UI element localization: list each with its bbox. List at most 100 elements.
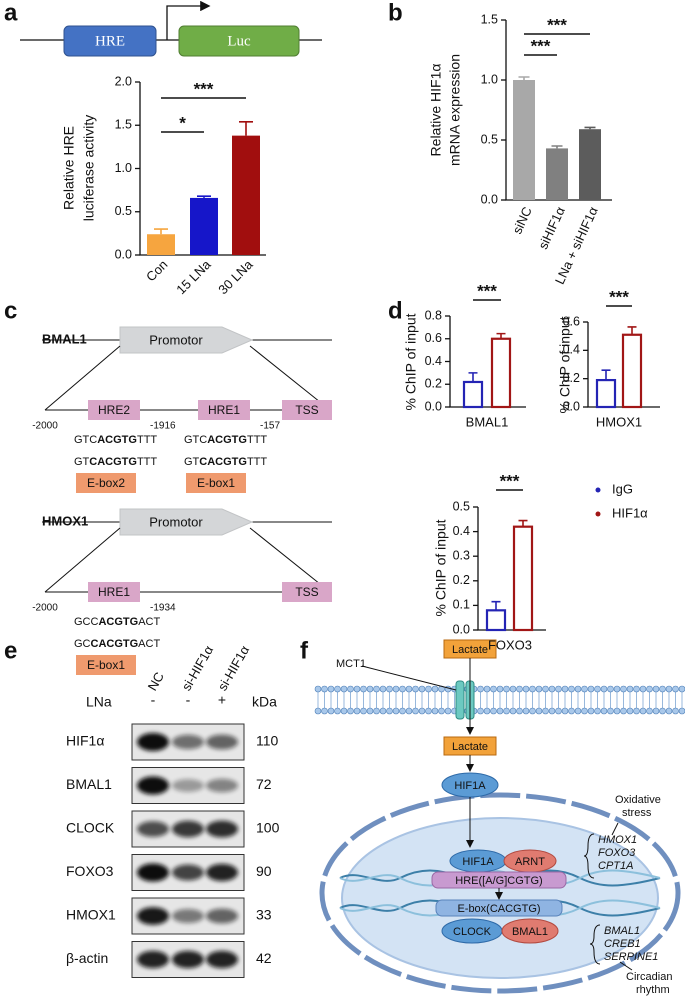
lipid-head <box>360 707 367 715</box>
lipid-head <box>516 707 523 715</box>
y-tick-label: 1.0 <box>115 161 132 175</box>
treatment-label: LNa <box>86 694 112 710</box>
pointer <box>361 665 457 691</box>
y-tick-label: 0.0 <box>563 399 580 413</box>
lipid-head <box>373 707 380 715</box>
lipid-head <box>431 707 439 715</box>
line <box>44 345 121 411</box>
promotor-label: Promotor <box>149 332 203 347</box>
unit-label: kDa <box>252 694 277 710</box>
error-bar <box>197 195 211 198</box>
bmal1-label: BMAL1 <box>512 926 548 938</box>
band <box>137 863 169 882</box>
gene: BMAL1 <box>604 925 640 937</box>
lipid-head <box>665 685 673 693</box>
lipid-head <box>516 685 523 693</box>
tss-arrow <box>166 0 211 40</box>
significance-label: *** <box>500 471 520 490</box>
ebox-box <box>186 473 246 493</box>
lipid-head <box>646 685 653 693</box>
bar <box>462 380 484 409</box>
panel-label: d <box>388 297 403 324</box>
lipid-head <box>503 707 510 715</box>
sequence-part: ACGTG <box>97 434 137 446</box>
luc-box <box>178 25 300 57</box>
lipid-head <box>542 707 549 715</box>
lipid-head <box>327 707 335 715</box>
process-label: Circadian <box>626 971 672 983</box>
hre-box <box>198 400 250 420</box>
band <box>206 950 238 969</box>
lipid-head <box>587 707 595 715</box>
y-axis-label: % ChIP of input <box>557 316 573 413</box>
y-tick-label: 0.2 <box>425 377 442 391</box>
sequence: GTCACGTGTTT <box>184 456 267 468</box>
tss-label: TSS <box>295 585 318 599</box>
hif1a-label: HIF1A <box>462 856 494 868</box>
pathway-diagram: MCT1 Lactate Lactate HIF1A HIF1A ARNT HR… <box>314 639 685 996</box>
lipid-head <box>399 707 406 715</box>
band <box>137 821 169 837</box>
lipid-head <box>425 685 432 693</box>
error-bar <box>584 126 596 130</box>
promoter-diagrams: BMAL1 PromotorTSS-2000HRE2-1916GTCACGTGTT… <box>32 326 332 675</box>
lipid-head <box>639 707 647 715</box>
significance-label: *** <box>194 79 214 98</box>
lipid-head <box>529 707 536 715</box>
plasma-membrane <box>314 685 685 715</box>
lane-label: si-HIF1α <box>215 643 253 694</box>
kda-label: 42 <box>256 950 272 966</box>
hre-box <box>88 400 140 420</box>
y-tick-label: 0.4 <box>453 524 470 538</box>
lipid-head <box>444 707 452 715</box>
bar <box>485 609 507 632</box>
band <box>172 909 204 923</box>
y-tick-label: 0.0 <box>115 247 132 261</box>
lipid-head <box>600 685 608 693</box>
x-tick-label: 30 LNa <box>215 256 256 297</box>
western-blot: NC si-HIF1α si-HIF1α LNa - - + kDa HIF1α… <box>66 643 280 978</box>
lipid-head <box>347 707 354 715</box>
lipid-head <box>386 707 393 715</box>
tss-box <box>282 400 332 420</box>
gene-name: HMOX1 <box>42 513 88 528</box>
lipid-head <box>496 707 504 715</box>
lipid-head <box>652 707 660 715</box>
legend-marker <box>595 511 601 517</box>
sign: + <box>218 692 226 708</box>
lipid-head <box>483 685 491 693</box>
lipid-head <box>418 685 426 693</box>
x-tick-label: FOXO3 <box>488 637 532 652</box>
lipid-head <box>334 685 341 693</box>
lipid-head <box>672 685 679 693</box>
bar <box>621 333 643 409</box>
sequence-part: GCC <box>74 616 99 628</box>
lipid-head <box>399 685 406 693</box>
y-tick-label: 0.6 <box>563 314 580 328</box>
lipid-head <box>386 685 393 693</box>
error-bar <box>496 332 506 339</box>
sequence: GTCACGTGTTT <box>74 456 157 468</box>
sequence-part: CACGTG <box>91 638 139 650</box>
position: -1934 <box>150 603 176 614</box>
lipid-head <box>379 685 387 693</box>
band <box>206 908 238 924</box>
panel-label: e <box>4 637 17 664</box>
mct1-channel <box>455 680 465 720</box>
y-tick-label: 0.6 <box>425 331 442 345</box>
gene: HMOX1 <box>598 834 637 846</box>
lipid-head <box>366 707 374 715</box>
sequence: GCCACGTGACT <box>74 638 160 650</box>
significance-label: *** <box>609 287 629 306</box>
lipid-head <box>535 685 543 693</box>
band <box>172 950 204 969</box>
process-label: rhythm <box>636 984 670 996</box>
lipid-head <box>555 685 562 693</box>
bar <box>232 135 260 255</box>
lipid-head <box>412 707 419 715</box>
y-tick-label: 0.5 <box>453 499 470 513</box>
lactate-label: Lactate <box>452 741 488 753</box>
lipid-head <box>607 685 614 693</box>
lipid-head <box>581 707 588 715</box>
chart: 0.0 0.2 0.4 0.6% ChIP of input HMOX1 *** <box>557 287 660 429</box>
